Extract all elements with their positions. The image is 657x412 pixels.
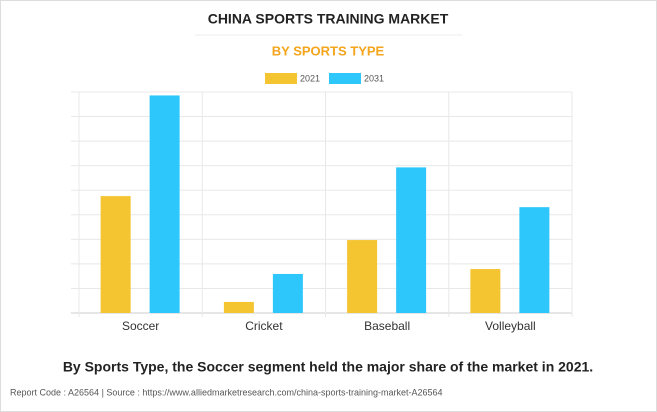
bar xyxy=(100,196,131,313)
x-tick-label: Volleyball xyxy=(485,319,536,333)
chart-title: CHINA SPORTS TRAINING MARKET xyxy=(208,11,449,27)
chart-subtitle: BY SPORTS TYPE xyxy=(272,43,385,58)
legend-swatch xyxy=(265,73,297,84)
bar xyxy=(223,301,254,313)
legend-label: 2021 xyxy=(300,73,320,83)
legend-label: 2031 xyxy=(364,73,384,83)
caption: By Sports Type, the Soccer segment held … xyxy=(63,359,593,375)
bar xyxy=(470,269,501,313)
bar xyxy=(396,167,427,313)
bar xyxy=(272,273,303,313)
x-tick-label: Cricket xyxy=(245,319,283,333)
bar xyxy=(149,95,180,313)
x-tick-label: Soccer xyxy=(122,319,159,333)
bar xyxy=(347,240,378,313)
x-tick-label: Baseball xyxy=(364,319,410,333)
legend-swatch xyxy=(329,73,361,84)
footer: Report Code : A26564 | Source : https://… xyxy=(10,387,443,397)
bar xyxy=(519,207,550,313)
